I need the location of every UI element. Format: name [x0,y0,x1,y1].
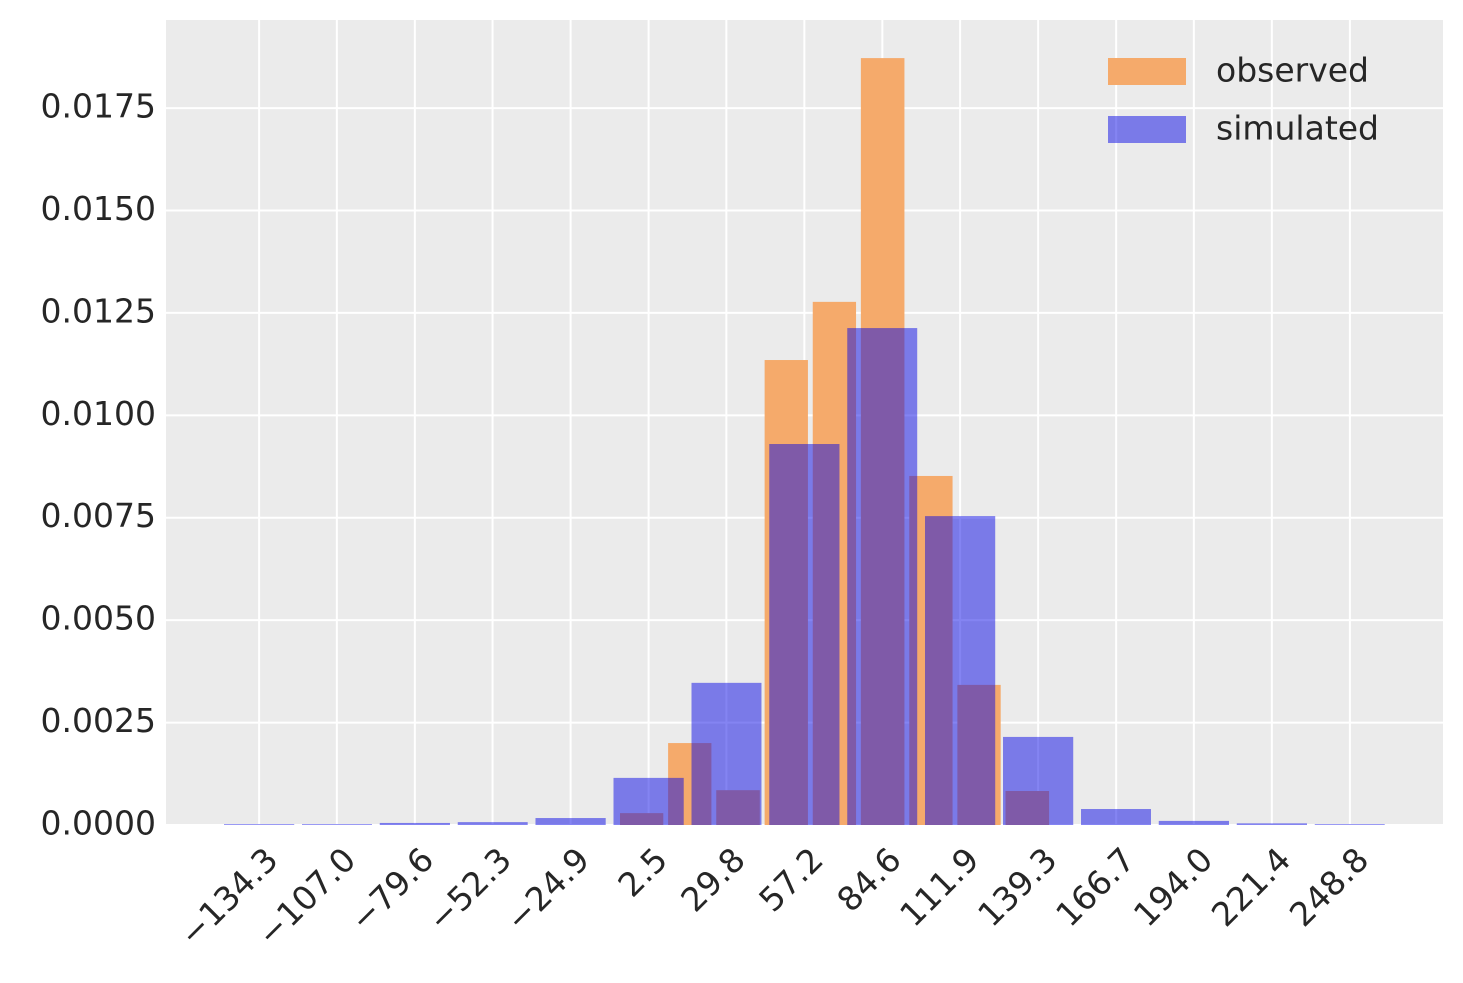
bar [691,682,762,825]
y-tick-label: 0.0150 [41,189,156,228]
bar [1158,820,1229,825]
y-tick-label: 0.0000 [41,804,156,843]
bar [613,777,684,825]
bar [535,818,606,825]
x-tick-label: 111.9 [892,840,986,934]
x-tick-label: −52.3 [420,840,519,939]
x-tick-label: 248.8 [1282,840,1376,934]
bar [847,328,918,825]
y-tick-label: 0.0125 [41,291,156,330]
legend-label: simulated [1216,109,1379,148]
y-tick-label: 0.0075 [41,496,156,535]
y-tick-label: 0.0025 [41,701,156,740]
legend-swatch [1108,116,1186,143]
bar [924,516,996,825]
y-tick-label: 0.0175 [41,87,156,126]
bar [379,822,450,825]
x-tick-label: 57.2 [751,840,831,920]
y-tick-label: 0.0050 [41,599,156,638]
y-tick-label: 0.0100 [41,394,156,433]
bar [1081,809,1151,825]
bar [223,824,295,825]
x-tick-label: −24.9 [498,840,597,939]
bar [1314,824,1385,825]
x-tick-label: 194.0 [1126,840,1220,934]
x-tick-label: 29.8 [673,840,753,920]
x-tick-label: −79.6 [342,840,441,939]
bar [1236,823,1307,825]
x-tick-label: 166.7 [1048,840,1142,934]
x-tick-label: 2.5 [610,840,675,905]
x-tick-label: 139.3 [970,840,1064,934]
bar [769,444,840,825]
legend-label: observed [1216,51,1369,90]
bar [457,822,528,825]
legend-swatch [1108,58,1186,85]
x-tick-label: 221.4 [1204,840,1298,934]
bar [1003,736,1074,825]
bar [301,824,372,825]
